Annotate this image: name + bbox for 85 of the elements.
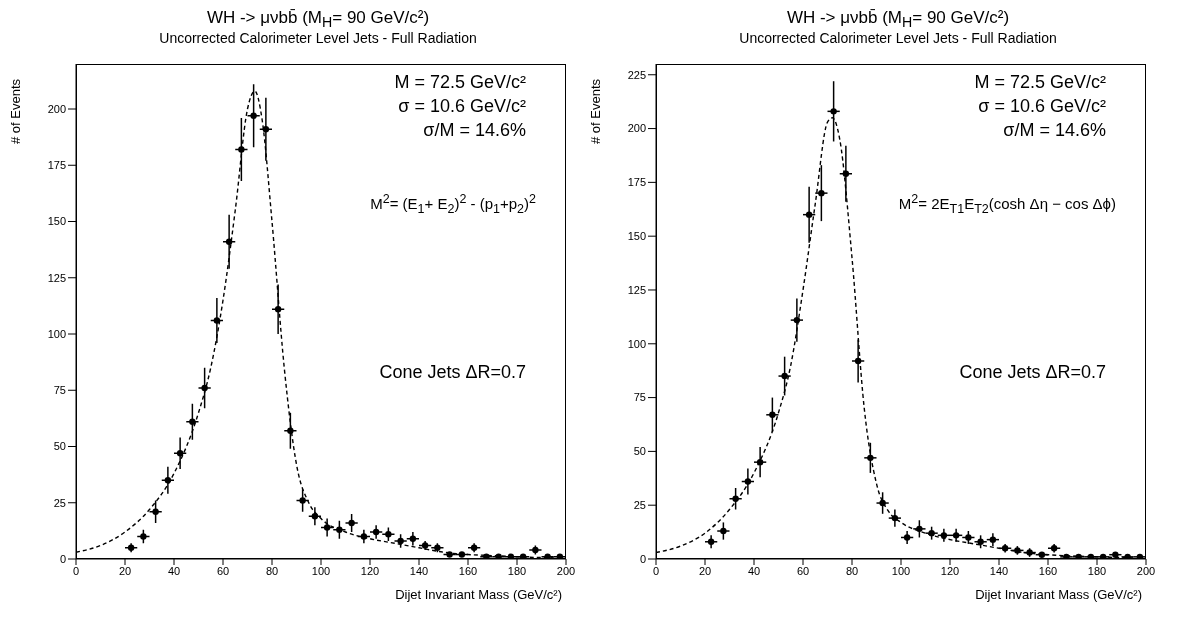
chart-title: WH -> μνbb̄ (M$_{H}$= 90 GeV/c²) [205,8,431,31]
point [152,508,159,515]
x-axis-title: Dijet Invariant Mass (GeV/c²) [395,587,562,602]
y-tick-label: 225 [627,68,646,81]
x-tick-label: 40 [167,564,181,577]
point [287,427,294,434]
point [250,112,257,119]
y-tick-label: 25 [53,496,66,509]
point [238,146,245,153]
y-tick-label: 150 [627,230,646,243]
point [397,537,404,545]
text: M$^{2}$= (E$_{1}$+ E$_{2}$)$^{2}$ - (p$_{1}$+p$_{2}$)$^{2}$ [370,192,536,216]
x-tick-label: 0 [72,564,80,577]
y-axis-title: # of Events [588,78,603,144]
chart-title: WH -> μνbb̄ (M$_{H}$= 90 GeV/c²) [785,8,1011,31]
y-tick-label: 175 [47,159,66,172]
annotation: M$^{2}$= 2E$_{T1}$E$_{T2}$(cosh Δη − cos Δϕ) [898,192,1116,216]
point [830,108,837,115]
point [818,189,825,197]
x-tick-label: 180 [507,564,527,577]
y-tick-label: 75 [53,384,66,397]
point [965,534,972,541]
x-tick-label: 180 [1087,564,1107,577]
annotation: σ/M = 14.6% [1003,120,1106,141]
x-tick-label: 200 [556,564,576,577]
x-tick-label: 0 [652,564,660,577]
chart-subtitle: Uncorrected Calorimeter Level Jets - Full Radiation [738,30,1058,48]
x-tick-label: 100 [311,564,331,577]
point [977,538,984,545]
point [348,519,355,527]
annotation: σ = 10.6 GeV/c² [398,96,526,117]
point [1124,553,1131,559]
y-tick-label: 0 [639,552,646,565]
annotation: Cone Jets ΔR=0.7 [959,362,1106,383]
x-tick-label: 80 [265,564,279,577]
x-tick-label: 120 [360,564,380,577]
y-tick-label: 50 [633,445,646,458]
y-tick-label: 200 [47,102,66,115]
annotation: M = 72.5 GeV/c² [394,72,526,93]
annotation: M = 72.5 GeV/c² [974,72,1106,93]
x-tick-label: 200 [1136,564,1156,577]
y-tick-label: 25 [633,499,646,512]
point [299,497,306,504]
x-tick-label: 80 [845,564,859,577]
point [781,372,788,380]
x-tick-label: 140 [409,564,429,577]
x-tick-label: 160 [458,564,478,577]
x-tick-label: 20 [118,564,132,577]
point [732,495,739,502]
y-tick-label: 125 [627,283,646,296]
annotation: Cone Jets ΔR=0.7 [379,362,526,383]
x-tick-label: 140 [989,564,1009,577]
point [867,454,874,462]
y-tick-label: 100 [627,337,646,350]
y-axis-title: # of Events [8,78,23,144]
y-tick-label: 125 [47,271,66,284]
point [769,411,776,418]
point [140,533,147,540]
x-tick-label: 120 [940,564,960,577]
x-axis-title: Dijet Invariant Mass (GeV/c²) [975,587,1142,602]
y-tick-label: 200 [627,122,646,135]
x-tick-label: 60 [796,564,810,577]
point [189,418,196,425]
annotation: σ/M = 14.6% [423,120,526,141]
y-tick-label: 100 [47,327,66,340]
point [1075,553,1082,559]
point [928,529,935,537]
x-tick-label: 100 [891,564,911,577]
point [336,526,343,533]
point [916,525,923,533]
y-tick-label: 75 [633,391,646,404]
point [385,531,392,538]
y-tick-label: 50 [53,440,66,453]
y-tick-label: 175 [627,176,646,189]
x-tick-label: 160 [1038,564,1058,577]
x-tick-label: 40 [747,564,761,577]
y-tick-label: 0 [59,552,66,565]
point [879,499,886,507]
x-tick-label: 20 [698,564,712,577]
point [720,527,727,535]
x-tick-label: 60 [216,564,230,577]
y-tick-label: 150 [47,215,66,228]
annotation: σ = 10.6 GeV/c² [978,96,1106,117]
chart-subtitle: Uncorrected Calorimeter Level Jets - Full Radiation [158,30,478,48]
point [201,384,208,392]
